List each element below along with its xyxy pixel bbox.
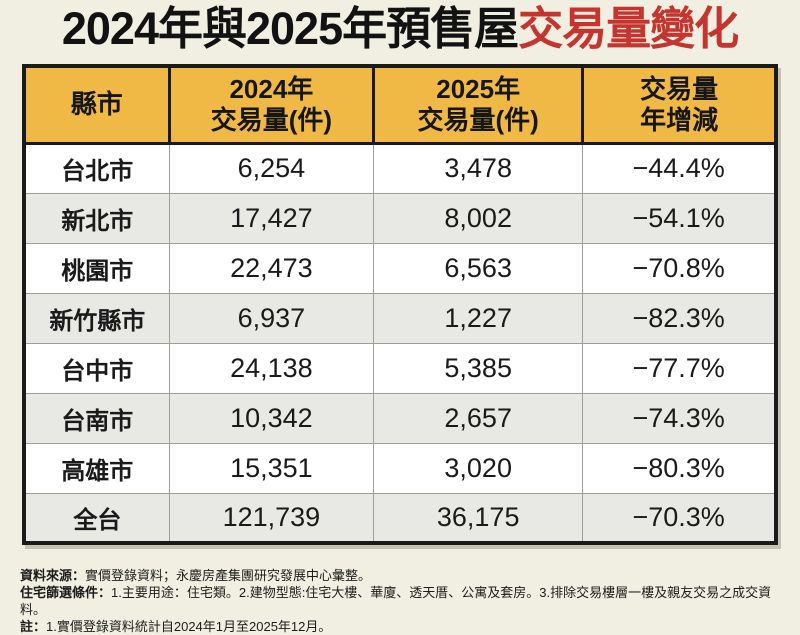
- city-cell: 新竹縣市: [24, 293, 170, 344]
- table-header: 縣市 2024年 交易量(件) 2025年 交易量(件) 交易量 年增減: [24, 66, 776, 145]
- change-cell: −54.1%: [582, 193, 776, 244]
- value-2025-cell: 36,175: [373, 493, 584, 543]
- change-cell: −74.3%: [582, 393, 776, 444]
- note-remark: 註：1.實價登錄資料統計自2024年1月至2025年12月。: [20, 618, 782, 635]
- table-row-total: 全台 121,739 36,175 −70.3%: [24, 493, 776, 543]
- page-title: 2024年與2025年預售屋交易量變化: [0, 0, 800, 58]
- change-cell: −82.3%: [582, 293, 776, 344]
- city-cell: 台南市: [24, 393, 170, 444]
- city-cell: 高雄市: [24, 443, 170, 494]
- note-remark-text: 1.實價登錄資料統計自2024年1月至2025年12月。: [46, 619, 332, 634]
- change-cell: −77.7%: [582, 343, 776, 394]
- value-2024-cell: 10,342: [169, 393, 375, 444]
- note-source-text: 實價登錄資料；永慶房產集團研究發展中心彙整。: [85, 568, 372, 583]
- value-2024-cell: 24,138: [169, 343, 375, 394]
- city-cell: 桃園市: [24, 243, 170, 294]
- header-2025-line2: 交易量(件): [417, 104, 539, 135]
- footnotes: 資料來源：實價登錄資料；永慶房產集團研究發展中心彙整。 住宅篩選條件：1.主要用…: [20, 567, 782, 635]
- value-2024-cell: 121,739: [169, 493, 375, 543]
- note-source: 資料來源：實價登錄資料；永慶房產集團研究發展中心彙整。: [20, 567, 782, 584]
- table-row: 台北市 6,254 3,478 −44.4%: [24, 143, 776, 194]
- value-2025-cell: 1,227: [373, 293, 584, 344]
- city-cell: 新北市: [24, 193, 170, 244]
- transactions-table: 縣市 2024年 交易量(件) 2025年 交易量(件) 交易量 年增減: [22, 64, 778, 545]
- header-change-line2: 年增減: [640, 104, 719, 135]
- table-row: 桃園市 22,473 6,563 −70.8%: [24, 243, 776, 294]
- header-change-line1: 交易量: [640, 73, 719, 104]
- value-2025-cell: 3,020: [373, 443, 584, 494]
- value-2025-cell: 8,002: [373, 193, 584, 244]
- change-cell: −70.3%: [582, 493, 776, 543]
- header-2024-line2: 交易量(件): [210, 104, 333, 135]
- note-criteria: 住宅篩選條件：1.主要用途：住宅類。2.建物型態:住宅大樓、華廈、透天厝、公寓及…: [20, 584, 782, 618]
- header-2025-line1: 2025年: [436, 73, 521, 104]
- title-red-part: 交易量變化: [518, 3, 739, 54]
- value-2024-cell: 22,473: [169, 243, 375, 294]
- table-row: 新北市 17,427 8,002 −54.1%: [24, 193, 776, 244]
- value-2025-cell: 2,657: [373, 393, 584, 444]
- value-2024-cell: 6,937: [169, 293, 375, 344]
- city-cell: 全台: [24, 493, 170, 543]
- table-row: 新竹縣市 6,937 1,227 −82.3%: [24, 293, 776, 344]
- city-cell: 台中市: [24, 343, 170, 394]
- value-2024-cell: 6,254: [169, 143, 375, 194]
- change-cell: −44.4%: [582, 143, 776, 194]
- title-black-part: 2024年與2025年預售屋: [61, 3, 519, 54]
- header-2024-line1: 2024年: [229, 73, 314, 104]
- value-2025-cell: 3,478: [373, 143, 584, 194]
- note-remark-label: 註：: [20, 619, 47, 634]
- change-cell: −80.3%: [582, 443, 776, 494]
- value-2025-cell: 6,563: [373, 243, 584, 294]
- header-city-line1: 縣市: [70, 89, 123, 120]
- header-cell-2025: 2025年 交易量(件): [373, 66, 585, 145]
- table-row: 高雄市 15,351 3,020 −80.3%: [24, 443, 776, 494]
- change-cell: −70.8%: [582, 243, 776, 294]
- value-2025-cell: 5,385: [373, 343, 584, 394]
- city-cell: 台北市: [24, 143, 170, 194]
- table-row: 台中市 24,138 5,385 −77.7%: [24, 343, 776, 394]
- value-2024-cell: 17,427: [169, 193, 375, 244]
- value-2024-cell: 15,351: [169, 443, 375, 494]
- table-row: 台南市 10,342 2,657 −74.3%: [24, 393, 776, 444]
- header-row: 縣市 2024年 交易量(件) 2025年 交易量(件) 交易量 年增減: [24, 66, 776, 145]
- header-cell-2024: 2024年 交易量(件): [169, 66, 376, 145]
- note-criteria-label: 住宅篩選條件：: [20, 585, 112, 600]
- table-body: 台北市 6,254 3,478 −44.4% 新北市 17,427 8,002 …: [24, 143, 776, 543]
- header-cell-city: 縣市: [24, 66, 171, 145]
- note-source-label: 資料來源：: [20, 568, 86, 583]
- header-cell-change: 交易量 年增減: [582, 66, 776, 145]
- note-criteria-text: 1.主要用途：住宅類。2.建物型態:住宅大樓、華廈、透天厝、公寓及套房。3.排除…: [20, 585, 772, 617]
